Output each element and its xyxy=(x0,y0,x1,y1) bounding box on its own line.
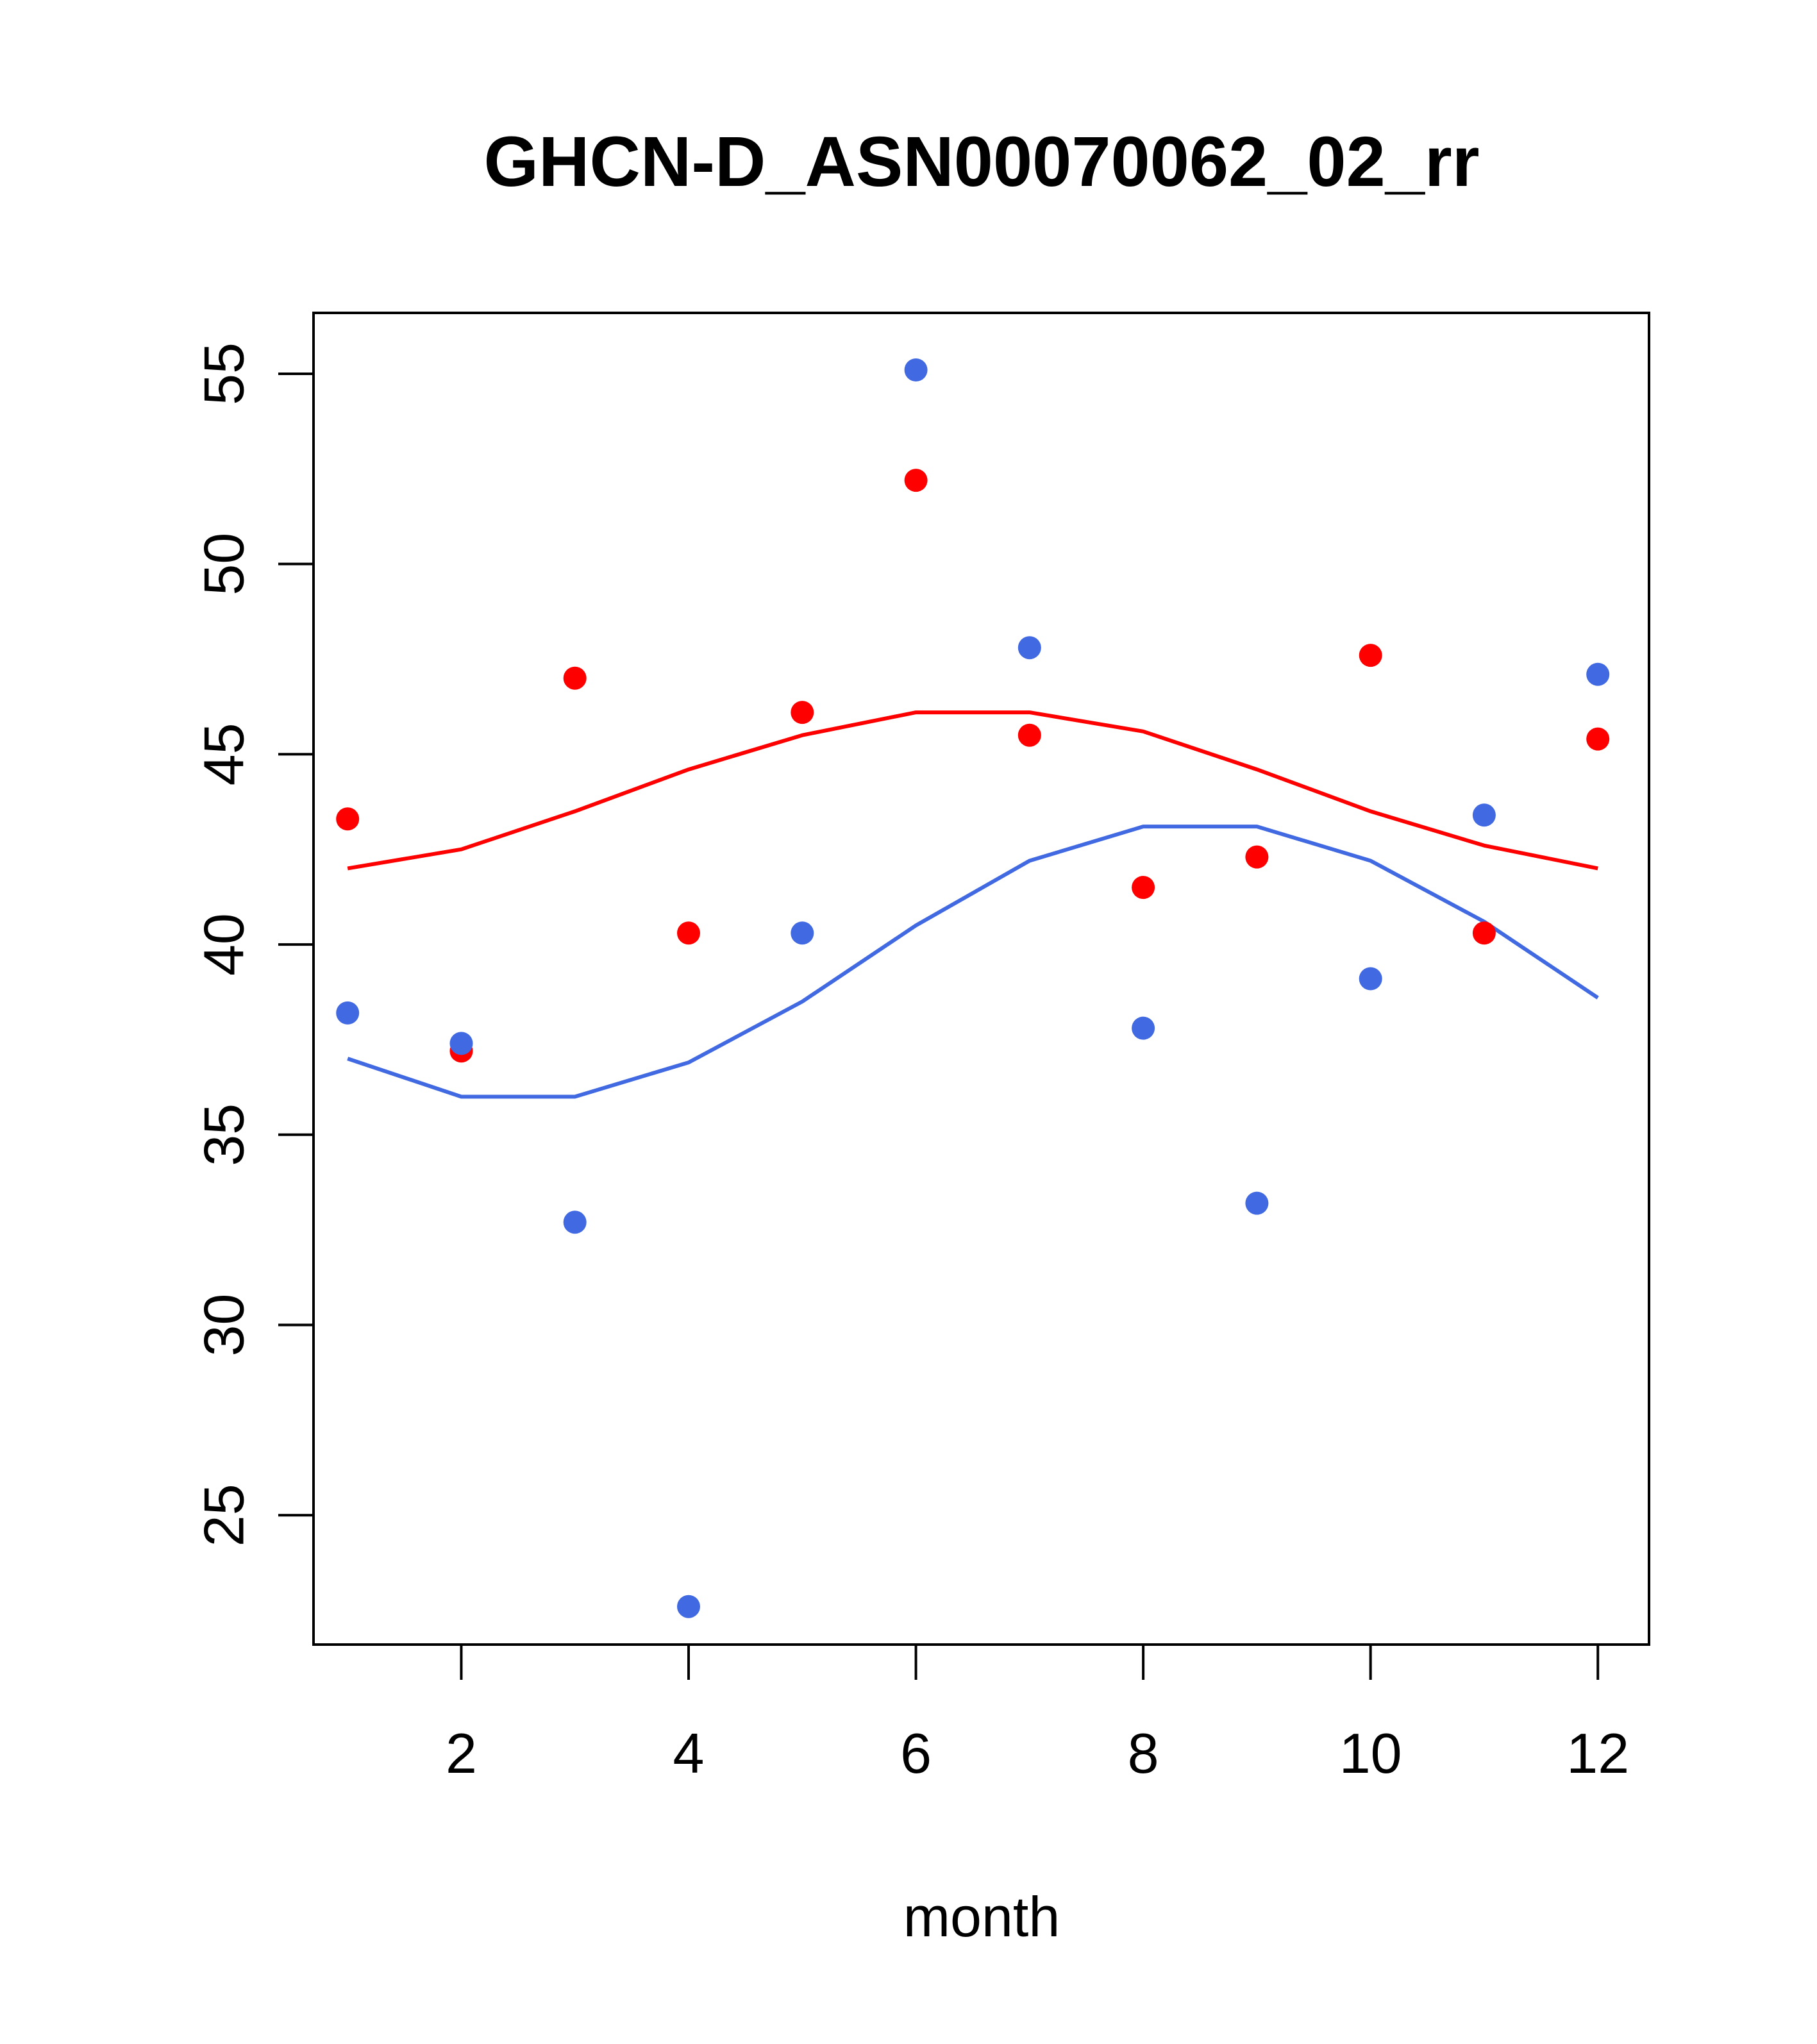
series-0-point xyxy=(904,469,928,492)
series-1-point xyxy=(563,1210,587,1234)
series-1-point xyxy=(1132,1016,1155,1040)
series-1-point xyxy=(1472,803,1496,827)
series-0-point xyxy=(1245,845,1269,869)
x-tick-label: 6 xyxy=(900,1721,932,1785)
plot-frame xyxy=(312,312,1650,1646)
series-1-point xyxy=(1017,636,1041,660)
series-1-point xyxy=(677,1595,700,1618)
series-0-curve xyxy=(347,710,1598,871)
series-1-point xyxy=(449,1032,473,1055)
series-1-curve xyxy=(347,825,1599,1099)
series-0-point xyxy=(1359,644,1382,667)
y-tick-label: 40 xyxy=(192,913,256,976)
y-tick-label: 45 xyxy=(192,723,256,785)
series-1-point xyxy=(1245,1191,1269,1215)
y-tick-label: 35 xyxy=(192,1103,256,1166)
y-tick-label: 25 xyxy=(192,1484,256,1546)
series-points xyxy=(336,358,1610,1618)
series-0-point xyxy=(1017,723,1041,747)
x-tick-label: 8 xyxy=(1128,1721,1159,1785)
series-1-point xyxy=(791,921,814,945)
series-0-point xyxy=(1472,921,1496,945)
x-tick-label: 12 xyxy=(1566,1721,1629,1785)
y-tick-label: 30 xyxy=(192,1294,256,1357)
x-axis-label: month xyxy=(903,1885,1060,1948)
series-0-point xyxy=(791,701,814,725)
y-axis: 25 30 35 40 45 50 55 xyxy=(192,342,314,1546)
series-0-point xyxy=(563,666,587,690)
series-1-point xyxy=(336,1001,360,1025)
series-1-point xyxy=(1359,967,1382,991)
series-0-point xyxy=(1132,876,1155,900)
series-0-point xyxy=(1586,727,1610,751)
series-0-point xyxy=(336,807,360,831)
series-1-point xyxy=(1586,662,1610,686)
x-tick-label: 4 xyxy=(673,1721,705,1785)
x-tick-label: 2 xyxy=(446,1721,477,1785)
y-tick-label: 50 xyxy=(192,533,256,596)
series-1-point xyxy=(904,358,928,381)
x-axis: 2 4 6 8 10 12 xyxy=(446,1645,1629,1785)
x-tick-label: 10 xyxy=(1339,1721,1402,1785)
series-0-point xyxy=(677,921,700,945)
series-curves xyxy=(347,710,1599,1099)
y-tick-label: 55 xyxy=(192,342,256,405)
chart-title: GHCN-D_ASN00070062_02_rr xyxy=(483,122,1479,201)
